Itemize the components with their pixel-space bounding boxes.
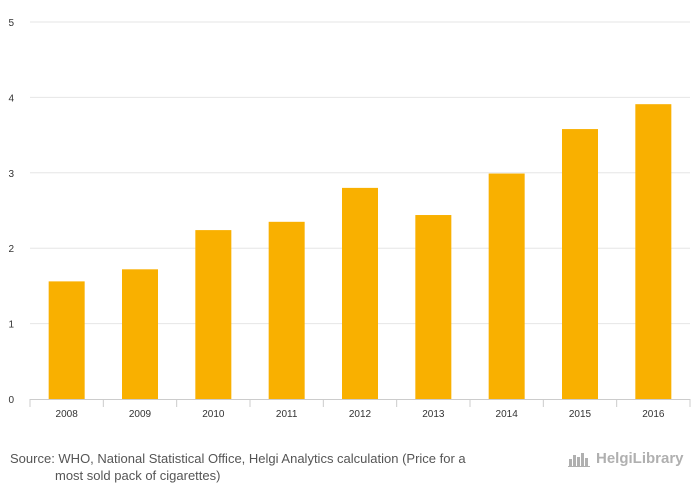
- x-tick-label: 2013: [422, 409, 445, 420]
- bar-2014: [489, 174, 525, 399]
- x-tick-label: 2011: [276, 409, 298, 420]
- x-tick-label: 2012: [349, 409, 372, 420]
- source-line-1: Source: WHO, National Statistical Office…: [10, 451, 466, 466]
- bar-2015: [562, 129, 598, 399]
- source-note: Source: WHO, National Statistical Office…: [10, 450, 540, 484]
- bar-2016: [635, 104, 671, 399]
- y-tick-label: 2: [8, 244, 14, 255]
- y-tick-label: 1: [8, 320, 14, 331]
- logo-text: HelgiLibrary: [596, 450, 684, 467]
- bar-2011: [269, 222, 305, 399]
- y-tick-label: 0: [8, 395, 14, 406]
- bar-2013: [415, 215, 451, 399]
- helgilibrary-logo: HelgiLibrary: [568, 450, 684, 467]
- source-line-2: most sold pack of cigarettes): [10, 467, 540, 484]
- x-tick-label: 2010: [202, 409, 225, 420]
- x-axis-ticks: 2008 2009 2010 2011 2012 2013 2014 2015 2016: [30, 399, 690, 420]
- bar-2008: [49, 281, 85, 399]
- bars: [49, 104, 672, 399]
- y-tick-label: 5: [8, 18, 14, 29]
- bar-2009: [122, 269, 158, 399]
- y-axis-ticks: 0 1 2 3 4 5: [8, 18, 14, 406]
- x-tick-label: 2014: [496, 409, 519, 420]
- helgi-skyline-logo-icon: [568, 451, 592, 467]
- x-tick-label: 2015: [569, 409, 592, 420]
- y-tick-label: 3: [8, 169, 14, 180]
- bar-2012: [342, 188, 378, 399]
- bar-2010: [195, 230, 231, 399]
- x-tick-label: 2016: [642, 409, 665, 420]
- y-tick-label: 4: [8, 93, 14, 104]
- x-tick-label: 2009: [129, 409, 152, 420]
- x-tick-label: 2008: [56, 409, 79, 420]
